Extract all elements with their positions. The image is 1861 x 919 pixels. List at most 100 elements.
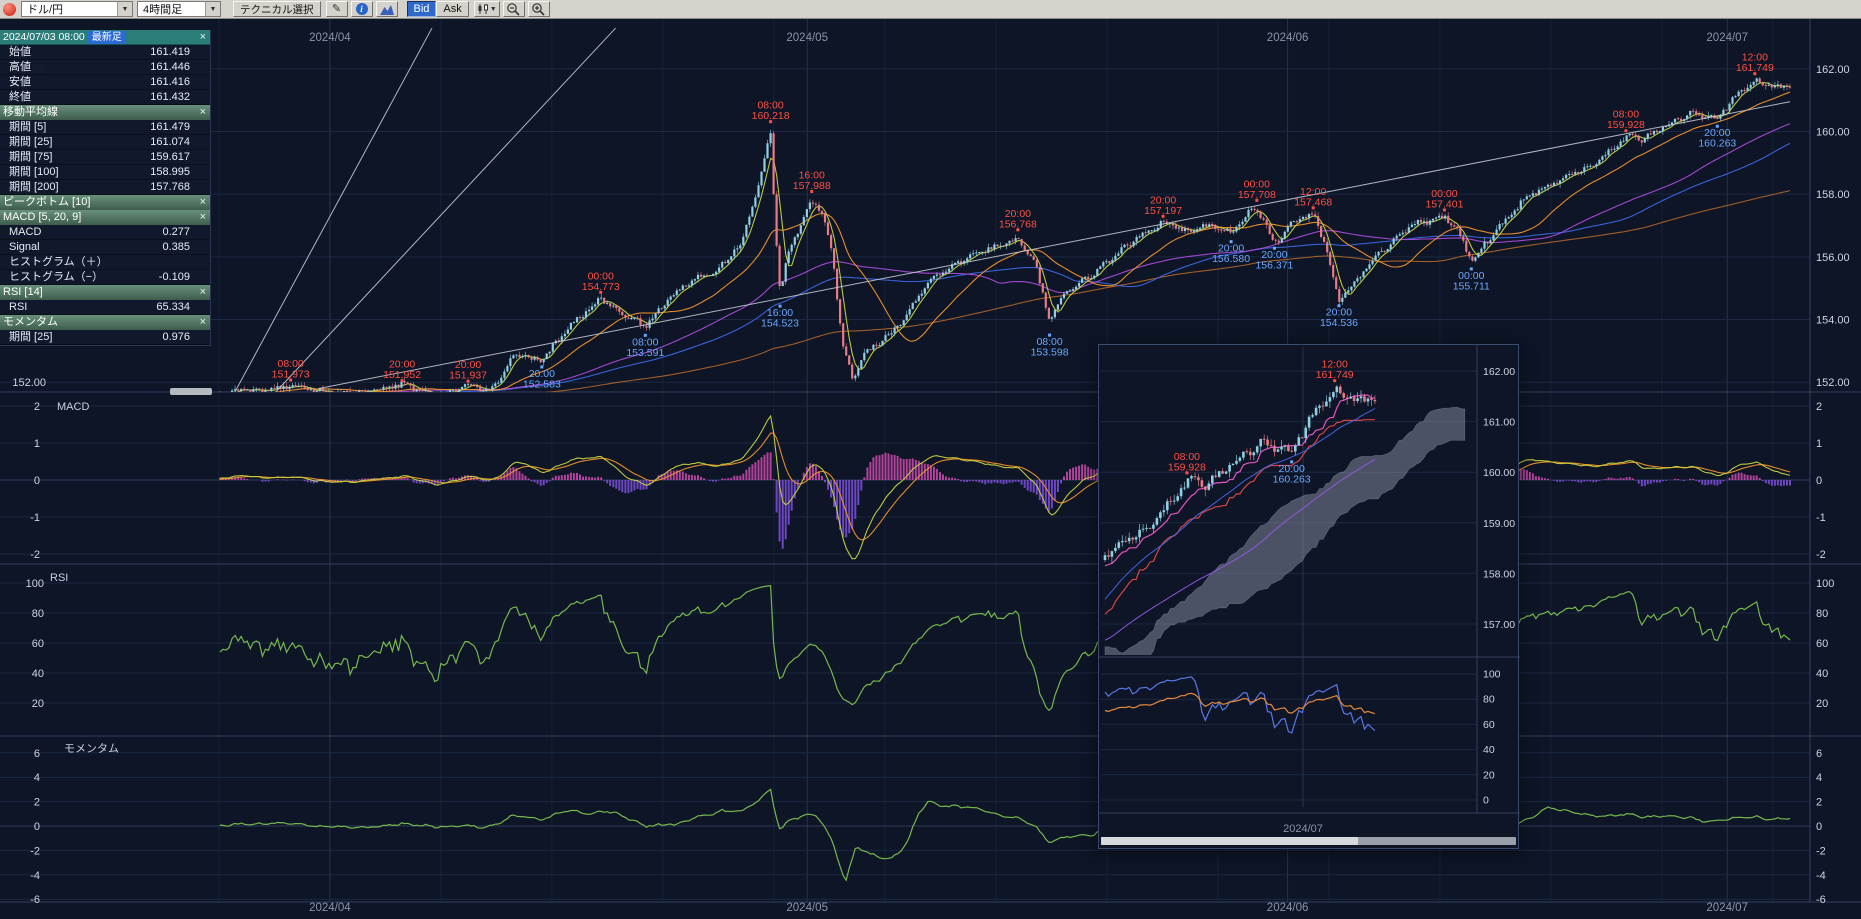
svg-text:80: 80 bbox=[1483, 694, 1495, 706]
section-title: ピークボトム [10] bbox=[3, 195, 91, 208]
bid-toggle-button[interactable]: Bid bbox=[406, 1, 437, 17]
svg-text:0: 0 bbox=[34, 821, 40, 833]
chevron-down-icon: ▼ bbox=[205, 2, 220, 16]
inset-candles bbox=[1103, 384, 1377, 564]
grid bbox=[0, 19, 1861, 903]
row-value: 159.617 bbox=[150, 150, 190, 163]
close-icon[interactable]: × bbox=[199, 316, 206, 328]
svg-text:151.973: 151.973 bbox=[272, 369, 310, 381]
row-label: 期間 [25] bbox=[9, 135, 53, 148]
row-label: 期間 [200] bbox=[9, 180, 59, 193]
close-icon[interactable]: × bbox=[199, 106, 206, 118]
zoom-in-button[interactable] bbox=[527, 1, 550, 17]
svg-text:100: 100 bbox=[26, 578, 44, 590]
area-chart-button[interactable] bbox=[375, 1, 398, 17]
svg-text:モメンタム: モメンタム bbox=[64, 742, 119, 755]
indicator-value-row: Signal 0.385 bbox=[0, 240, 210, 255]
svg-text:16:00: 16:00 bbox=[799, 170, 825, 182]
draw-tool-button[interactable]: ✎ bbox=[325, 1, 348, 17]
svg-text:157.197: 157.197 bbox=[1144, 205, 1182, 217]
chart-type-button[interactable]: ▼ bbox=[473, 1, 500, 17]
row-label: 安値 bbox=[9, 75, 31, 88]
svg-text:156.580: 156.580 bbox=[1212, 253, 1250, 265]
info-panel-header: 2024/07/03 08:00 最新足 × bbox=[0, 30, 210, 45]
pencil-icon: ✎ bbox=[331, 2, 342, 15]
svg-text:80: 80 bbox=[32, 608, 44, 620]
row-value: 158.995 bbox=[150, 165, 190, 178]
svg-text:2: 2 bbox=[1816, 797, 1822, 809]
svg-text:2024/06: 2024/06 bbox=[1267, 32, 1309, 44]
timeframe-select[interactable]: 4時間足 ▼ bbox=[137, 1, 221, 17]
close-icon[interactable]: × bbox=[199, 211, 206, 223]
moving-averages bbox=[235, 82, 1791, 392]
momentum-plot bbox=[219, 788, 1791, 882]
inset-chart-canvas[interactable]: 08:00159.92812:00161.74920:00160.263162.… bbox=[1099, 345, 1520, 850]
svg-text:156.00: 156.00 bbox=[1816, 252, 1850, 264]
currency-pair-select[interactable]: ドル/円 ▼ bbox=[21, 1, 133, 17]
svg-text:6: 6 bbox=[1816, 748, 1822, 760]
indicator-section-header: ピークボトム [10] × bbox=[0, 195, 210, 210]
svg-text:-6: -6 bbox=[30, 894, 40, 906]
row-value: 161.419 bbox=[150, 45, 190, 58]
candle-timestamp: 2024/07/03 08:00 bbox=[3, 30, 85, 43]
svg-text:2024/07: 2024/07 bbox=[1706, 902, 1748, 914]
svg-text:0: 0 bbox=[1816, 821, 1822, 833]
section-title: RSI [14] bbox=[3, 285, 43, 298]
svg-text:40: 40 bbox=[1816, 668, 1828, 680]
section-title: モメンタム bbox=[3, 315, 58, 328]
svg-text:157.708: 157.708 bbox=[1238, 189, 1276, 201]
chart-scrollbar-thumb[interactable] bbox=[170, 388, 212, 395]
indicator-value-row: RSI 65.334 bbox=[0, 300, 210, 315]
svg-text:08:00: 08:00 bbox=[757, 100, 783, 112]
close-icon[interactable]: × bbox=[199, 286, 206, 298]
svg-text:6: 6 bbox=[34, 748, 40, 760]
mountain-chart-icon bbox=[379, 4, 394, 15]
info-button[interactable]: i bbox=[350, 1, 373, 17]
zoom-out-button[interactable] bbox=[502, 1, 525, 17]
row-label: 期間 [75] bbox=[9, 150, 53, 163]
svg-text:20:00: 20:00 bbox=[1704, 127, 1730, 139]
indicator-value-row: 高値 161.446 bbox=[0, 60, 210, 75]
row-label: 期間 [100] bbox=[9, 165, 59, 178]
technical-select-button[interactable]: テクニカル選択 bbox=[233, 1, 321, 17]
svg-text:158.00: 158.00 bbox=[1483, 568, 1515, 580]
indicator-info-panel: 2024/07/03 08:00 最新足 × 始値 161.419 高値 161.446 安値… bbox=[0, 30, 211, 346]
svg-text:-4: -4 bbox=[30, 870, 40, 882]
svg-text:20:00: 20:00 bbox=[455, 359, 481, 371]
row-value: 0.385 bbox=[162, 240, 190, 253]
row-value: 0.277 bbox=[162, 225, 190, 238]
svg-text:40: 40 bbox=[32, 668, 44, 680]
svg-text:152.00: 152.00 bbox=[12, 377, 46, 389]
indicator-value-row: 安値 161.416 bbox=[0, 75, 210, 90]
svg-text:160.218: 160.218 bbox=[752, 110, 790, 122]
inset-scrollbar-thumb[interactable] bbox=[1101, 837, 1359, 845]
svg-text:160.00: 160.00 bbox=[1483, 467, 1515, 479]
inset-scrollbar[interactable] bbox=[1101, 837, 1516, 845]
row-label: 始値 bbox=[9, 45, 31, 58]
indicator-value-row: ヒストグラム（＋） bbox=[0, 255, 210, 270]
row-value: 65.334 bbox=[156, 300, 190, 313]
close-icon[interactable]: × bbox=[199, 31, 206, 43]
svg-text:1: 1 bbox=[34, 438, 40, 450]
svg-text:2024/04: 2024/04 bbox=[309, 32, 351, 44]
svg-text:-2: -2 bbox=[30, 845, 40, 857]
row-label: MACD bbox=[9, 225, 42, 238]
svg-text:08:00: 08:00 bbox=[1174, 451, 1200, 463]
row-label: RSI bbox=[9, 300, 28, 313]
svg-text:160.263: 160.263 bbox=[1273, 473, 1311, 485]
toolbar: ドル/円 ▼ 4時間足 ▼ テクニカル選択 ✎ i Bid Ask bbox=[0, 0, 1861, 19]
svg-text:156.768: 156.768 bbox=[999, 218, 1037, 230]
axis-labels: 162.00 162.00 160.00 160.00 158.00 158.00 156.… bbox=[12, 32, 1849, 914]
close-icon[interactable]: × bbox=[199, 196, 206, 208]
svg-text:20: 20 bbox=[1483, 769, 1495, 781]
row-value: -0.109 bbox=[158, 270, 190, 283]
svg-text:12:00: 12:00 bbox=[1742, 52, 1768, 64]
svg-text:2: 2 bbox=[34, 401, 40, 413]
indicator-section-header: RSI [14] × bbox=[0, 285, 210, 300]
svg-text:0: 0 bbox=[34, 475, 40, 487]
svg-text:151.952: 151.952 bbox=[383, 369, 421, 381]
ask-toggle-button[interactable]: Ask bbox=[436, 1, 469, 17]
svg-text:-1: -1 bbox=[1816, 512, 1826, 524]
svg-text:160.00: 160.00 bbox=[1816, 126, 1850, 138]
